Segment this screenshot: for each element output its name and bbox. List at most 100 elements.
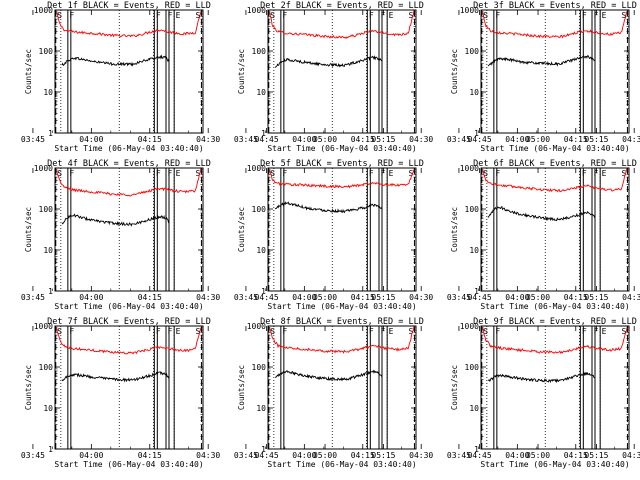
- y-tick-label: 1000: [247, 322, 266, 331]
- plot-frame: [54, 325, 204, 450]
- series-lld: [482, 168, 628, 193]
- y-tick-label: 10: [469, 246, 479, 255]
- plot-frame: [480, 167, 630, 292]
- flag-label: F: [282, 11, 287, 20]
- y-axis-label: Counts/sec: [450, 207, 459, 252]
- flag-label: E: [176, 169, 181, 178]
- x-tick-label: 04:00: [292, 293, 316, 302]
- y-tick-label: 100: [39, 47, 54, 56]
- flag-label: F: [156, 327, 161, 336]
- y-tick-label: 100: [252, 47, 267, 56]
- flag-label: F: [69, 327, 74, 336]
- series-lld: [56, 11, 202, 38]
- flag-label: F: [594, 169, 599, 178]
- series-lld: [269, 326, 415, 354]
- x-axis-label: Start Time (06-May-04 03:40:40): [267, 144, 416, 153]
- flag-label: F: [594, 11, 599, 20]
- x-tick-label: 04:00: [292, 135, 316, 144]
- x-tick-label: 04:15: [351, 451, 375, 460]
- series-events: [274, 201, 383, 214]
- flag-label: F: [582, 11, 587, 20]
- flag-label: E: [389, 169, 394, 178]
- panel-title: Det 8f BLACK = Events, RED = LLD: [260, 317, 424, 327]
- x-axis-label: Start Time (06-May-04 03:40:40): [267, 302, 416, 311]
- flag-label: S: [408, 11, 413, 20]
- x-tick-label: 04:00: [292, 451, 316, 460]
- x-tick-label: 05:00: [313, 293, 337, 302]
- flag-label: S: [483, 11, 488, 20]
- flag-label: F: [594, 327, 599, 336]
- x-tick-label: 03:45: [447, 293, 471, 302]
- flag-label: E: [389, 11, 394, 20]
- flag-label: S: [195, 327, 200, 336]
- x-tick-label: 03:45: [447, 451, 471, 460]
- flag-label: S: [408, 169, 413, 178]
- flag-label: E: [602, 327, 607, 336]
- x-axis-label: Start Time (06-May-04 03:40:40): [480, 144, 629, 153]
- flag-label: F: [282, 327, 287, 336]
- flag-label: S: [483, 169, 488, 178]
- x-axis-label: Start Time (06-May-04 03:40:40): [480, 302, 629, 311]
- series-events: [487, 55, 596, 67]
- x-tick-label: 04:15: [564, 451, 588, 460]
- x-tick-label: 04:30: [409, 135, 433, 144]
- x-tick-label: 04:15: [351, 135, 375, 144]
- y-tick-label: 1000: [460, 164, 479, 173]
- flag-label: E: [176, 327, 181, 336]
- flag-label: F: [69, 169, 74, 178]
- flag-label: F: [381, 169, 386, 178]
- y-axis-label: Counts/sec: [237, 365, 246, 410]
- x-tick-label: 04:15: [138, 135, 162, 144]
- flag-label: S: [408, 327, 413, 336]
- x-tick-label: 05:15: [371, 451, 395, 460]
- panel-title: Det 2f BLACK = Events, RED = LLD: [260, 1, 424, 11]
- y-tick-label: 10: [469, 88, 479, 97]
- x-axis-label: Start Time (06-May-04 03:40:40): [54, 302, 203, 311]
- y-tick-label: 1: [261, 129, 266, 138]
- x-tick-label: 05:15: [584, 293, 608, 302]
- y-tick-label: 1: [48, 129, 53, 138]
- y-tick-label: 100: [39, 205, 54, 214]
- flag-label: F: [582, 169, 587, 178]
- x-tick-label: 04:30: [622, 451, 640, 460]
- x-axis-label: Start Time (06-May-04 03:40:40): [267, 460, 416, 469]
- y-axis-label: Counts/sec: [237, 49, 246, 94]
- x-tick-label: 04:00: [505, 451, 529, 460]
- flag-label: F: [369, 327, 374, 336]
- x-tick-label: 04:45: [468, 135, 492, 144]
- flag-label: F: [381, 11, 386, 20]
- flag-label: F: [168, 11, 173, 20]
- flag-label: S: [270, 169, 275, 178]
- y-tick-label: 100: [252, 205, 267, 214]
- panel-title: Det 3f BLACK = Events, RED = LLD: [473, 1, 637, 11]
- flag-label: S: [483, 327, 488, 336]
- x-tick-label: 04:15: [564, 293, 588, 302]
- x-tick-label: 05:00: [313, 451, 337, 460]
- x-tick-label: 05:15: [584, 135, 608, 144]
- y-tick-label: 1: [48, 445, 53, 454]
- y-tick-label: 1000: [460, 322, 479, 331]
- flag-label: F: [156, 11, 161, 20]
- y-tick-label: 100: [465, 205, 480, 214]
- x-tick-label: 03:45: [21, 293, 45, 302]
- flag-label: F: [168, 169, 173, 178]
- y-axis-label: Counts/sec: [24, 207, 33, 252]
- flag-label: F: [369, 11, 374, 20]
- y-tick-label: 10: [256, 88, 266, 97]
- series-events: [61, 213, 170, 227]
- y-tick-label: 1000: [460, 6, 479, 15]
- y-axis-label: Counts/sec: [24, 365, 33, 410]
- series-lld: [269, 169, 415, 189]
- x-tick-label: 05:15: [371, 135, 395, 144]
- x-tick-label: 04:45: [255, 451, 279, 460]
- x-tick-label: 04:30: [409, 451, 433, 460]
- x-tick-label: 04:00: [505, 293, 529, 302]
- plot-frame: [267, 167, 417, 292]
- flag-label: S: [621, 327, 626, 336]
- x-tick-label: 04:30: [196, 135, 220, 144]
- panel-title: Det 1f BLACK = Events, RED = LLD: [47, 1, 211, 11]
